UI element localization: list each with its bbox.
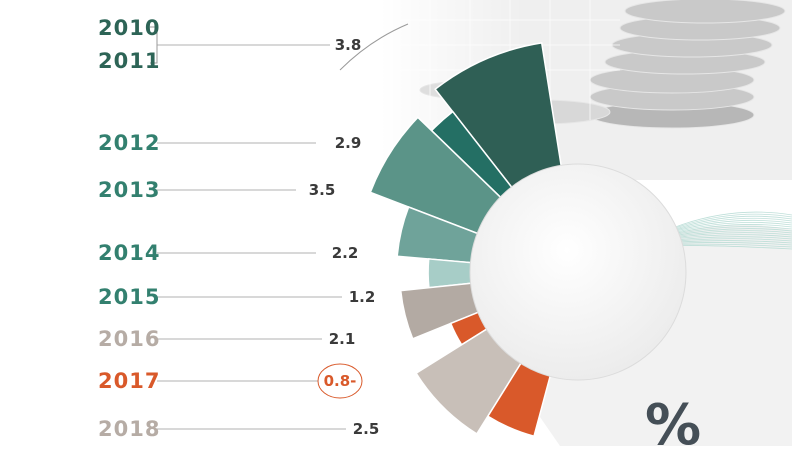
value-label-2013: 3.5	[309, 181, 336, 199]
value-label-2012: 2.9	[335, 134, 362, 152]
value-label-2016: 2.1	[329, 330, 356, 348]
bars-group	[369, 42, 563, 438]
negative-value-marker	[317, 363, 363, 399]
leader-lines	[150, 23, 409, 430]
radial-bar-chart: 3.8 2.9 3.5 2.2 1.2 2.1 0.8- 2.5	[150, 0, 792, 446]
first-bar-arc	[339, 23, 409, 71]
center-circle	[469, 163, 687, 381]
value-label-2010-2011: 3.8	[335, 36, 362, 54]
unit-symbol: %	[645, 393, 702, 458]
value-label-2014: 2.2	[332, 244, 359, 262]
value-label-2015: 1.2	[349, 288, 376, 306]
value-labels: 3.8 2.9 3.5 2.2 1.2 2.1 0.8- 2.5	[309, 36, 380, 438]
value-label-2017: 0.8-	[324, 372, 357, 390]
value-label-2018: 2.5	[353, 420, 380, 438]
year-bracket	[150, 26, 158, 64]
